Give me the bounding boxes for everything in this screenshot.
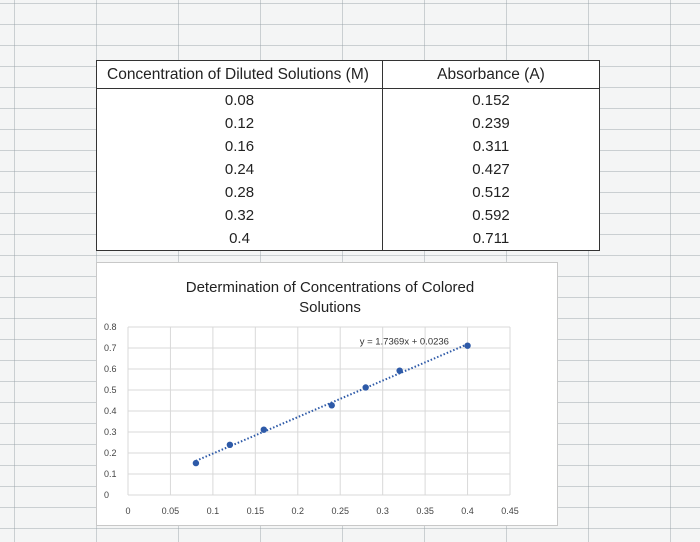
data-point (192, 459, 200, 467)
y-tick-label: 0.5 (104, 385, 117, 395)
y-tick-label: 0.2 (104, 448, 117, 458)
x-tick-label: 0.05 (162, 506, 180, 516)
concentration-cell[interactable]: 0.4 (96, 227, 383, 251)
table-row: 0.32 0.592 (96, 204, 600, 227)
y-tick-label: 0.4 (104, 406, 117, 416)
data-point (226, 441, 234, 449)
column-header-absorbance: Absorbance (A) (382, 60, 600, 89)
concentration-cell[interactable]: 0.32 (96, 204, 383, 227)
x-tick-label: 0.2 (292, 506, 305, 516)
table-row: 0.24 0.427 (96, 158, 600, 181)
chart-title: Determination of Concentrations of Color… (150, 278, 510, 318)
absorbance-cell[interactable]: 0.427 (382, 158, 600, 181)
data-table: Concentration of Diluted Solutions (M) A… (96, 60, 600, 251)
concentration-cell[interactable]: 0.28 (96, 181, 383, 204)
absorbance-cell[interactable]: 0.311 (382, 135, 600, 158)
table-header-row: Concentration of Diluted Solutions (M) A… (96, 60, 600, 89)
x-tick-label: 0 (125, 506, 130, 516)
y-tick-label: 0.6 (104, 364, 117, 374)
x-tick-label: 0.45 (501, 506, 519, 516)
trendline-equation: y = 1.7369x + 0.0236 (360, 337, 449, 348)
chart-title-line-1: Determination of Concentrations of Color… (185, 279, 475, 296)
absorbance-cell[interactable]: 0.711 (382, 227, 600, 251)
data-point (260, 426, 268, 433)
table-row: 0.12 0.239 (96, 112, 600, 135)
absorbance-cell[interactable]: 0.512 (382, 181, 600, 204)
table-row: 0.4 0.711 (96, 227, 600, 251)
y-tick-label: 0.1 (104, 469, 117, 479)
data-point (396, 367, 403, 374)
absorbance-cell[interactable]: 0.592 (382, 204, 600, 227)
chart-title-line-2: Solutions (299, 299, 361, 316)
table-row: 0.08 0.152 (96, 88, 600, 112)
data-point (362, 384, 369, 391)
x-tick-label: 0.25 (331, 506, 349, 516)
column-header-concentration: Concentration of Diluted Solutions (M) (96, 60, 383, 89)
x-tick-label: 0.1 (207, 506, 220, 516)
concentration-cell[interactable]: 0.12 (96, 112, 383, 135)
chart-area[interactable] (96, 262, 558, 526)
y-tick-label: 0.8 (104, 322, 117, 332)
x-tick-label: 0.3 (376, 506, 389, 516)
trendline-equation-layer: y = 1.7369x + 0.0236 (360, 337, 449, 348)
chart-gridlines (127, 326, 511, 496)
data-points (192, 342, 471, 467)
absorbance-cell[interactable]: 0.239 (382, 112, 600, 135)
y-tick-label: 0 (104, 490, 109, 500)
table-row: 0.28 0.512 (96, 181, 600, 204)
chart-tick-labels: 0 0.1 0.2 0.3 0.4 0.5 0.6 0.7 0.8 0 0.05 0.1 0.15 0.2… (104, 322, 519, 516)
data-point (464, 342, 471, 349)
y-tick-label: 0.3 (104, 427, 117, 437)
absorbance-cell[interactable]: 0.152 (382, 88, 600, 112)
data-point (328, 402, 335, 409)
x-tick-label: 0.4 (461, 506, 474, 516)
y-tick-label: 0.7 (104, 343, 117, 353)
table-row: 0.16 0.311 (96, 135, 600, 158)
x-tick-label: 0.35 (416, 506, 434, 516)
x-tick-label: 0.15 (247, 506, 265, 516)
